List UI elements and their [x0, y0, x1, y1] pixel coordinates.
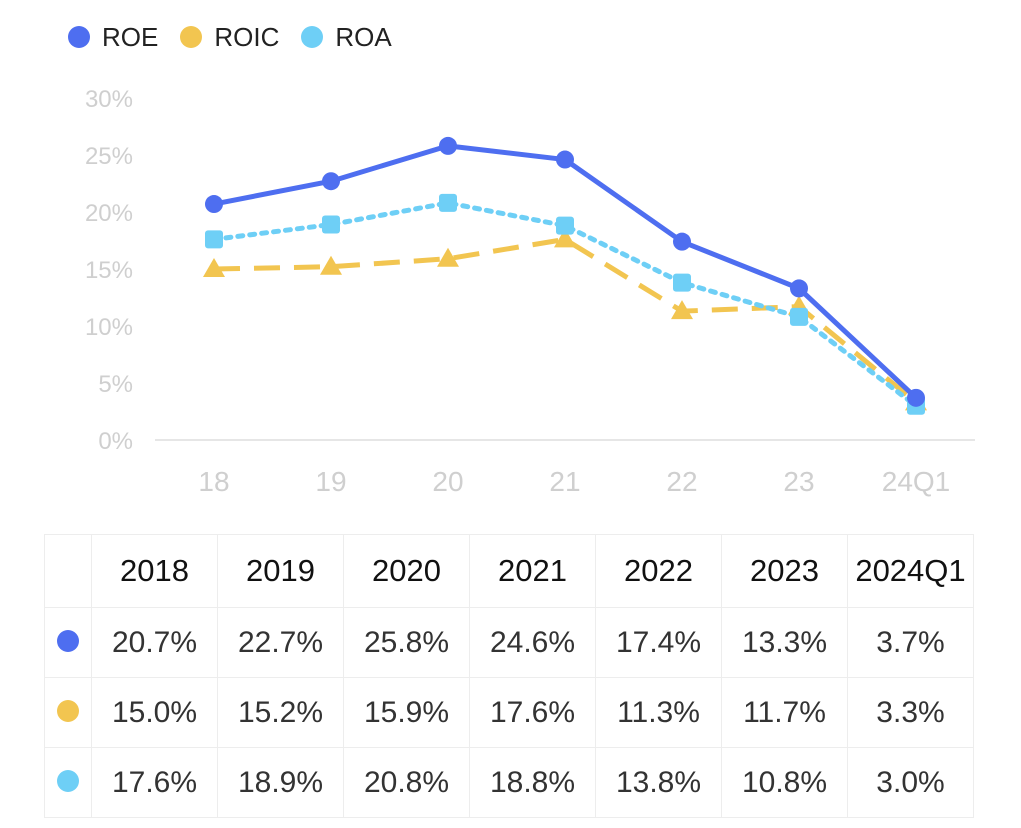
- table-cell: 13.3%: [721, 607, 848, 678]
- table-cell: 11.3%: [595, 677, 722, 748]
- row-dot-roe: [57, 629, 79, 652]
- x-tick-label: 23: [783, 466, 814, 497]
- table-row-roa: 17.6% 18.9% 20.8% 18.8% 13.8% 10.8% 3.0%: [44, 747, 974, 818]
- table-cell: 17.4%: [595, 607, 722, 678]
- point-roa: [205, 230, 223, 249]
- point-roe: [439, 136, 457, 155]
- table-cell: 24.6%: [469, 607, 596, 678]
- table-cell: 20.8%: [343, 747, 470, 818]
- point-roic: [320, 255, 342, 275]
- y-tick-label: 5%: [98, 371, 133, 398]
- row-dot-roic: [57, 699, 79, 722]
- legend-dot-roic: [180, 26, 203, 48]
- table-header-row: 2018 2019 2020 2021 2022 2023 2024Q1: [44, 534, 974, 608]
- y-tick-label: 10%: [85, 314, 133, 341]
- x-tick-label: 22: [666, 466, 697, 497]
- table-cell: 15.2%: [217, 677, 344, 748]
- table-row-roe: 20.7% 22.7% 25.8% 24.6% 17.4% 13.3% 3.7%: [44, 607, 974, 678]
- row-marker: [44, 747, 92, 818]
- table-header-cell: 2023: [721, 534, 848, 608]
- point-roic: [437, 247, 459, 267]
- point-roa: [790, 307, 808, 326]
- table-cell: 25.8%: [343, 607, 470, 678]
- line-chart: 0% 5% 10% 15% 20% 25% 30% 18 19 20 21 22 23 24Q1: [85, 86, 975, 497]
- table-cell: 20.7%: [91, 607, 218, 678]
- table-cell: 3.7%: [847, 607, 974, 678]
- table-cell: 3.3%: [847, 677, 974, 748]
- table-cell: 15.9%: [343, 677, 470, 748]
- data-table: 2018 2019 2020 2021 2022 2023 2024Q1 20.…: [44, 534, 974, 818]
- y-tick-label: 0%: [98, 428, 133, 455]
- legend-dot-roe: [68, 26, 90, 48]
- point-roa: [322, 215, 340, 234]
- row-marker: [44, 677, 92, 748]
- table-cell: 17.6%: [91, 747, 218, 818]
- point-roe: [205, 195, 223, 214]
- table-cell: 10.8%: [721, 747, 848, 818]
- legend-label-roa: ROA: [335, 21, 392, 52]
- point-roic: [554, 228, 576, 248]
- point-roe: [322, 172, 340, 191]
- series-line-roic: [213, 236, 918, 405]
- legend: ROE ROIC ROA: [68, 20, 414, 54]
- y-tick-label: 20%: [85, 200, 133, 227]
- point-roic: [203, 258, 225, 277]
- table-header-cell: 2019: [217, 534, 344, 608]
- table-cell: 22.7%: [217, 607, 344, 678]
- table-cell: 17.6%: [469, 677, 596, 748]
- table-cell: 18.9%: [217, 747, 344, 818]
- table-cell: 3.0%: [847, 747, 974, 818]
- point-roe: [673, 232, 691, 251]
- point-roe: [790, 279, 808, 298]
- x-tick-label: 19: [315, 466, 346, 497]
- table-header-cell: 2022: [595, 534, 722, 608]
- x-tick-label: 21: [549, 466, 580, 497]
- y-tick-label: 15%: [85, 257, 133, 284]
- series-line-roe: [213, 143, 918, 400]
- table-corner: [44, 534, 92, 608]
- table-cell: 11.7%: [721, 677, 848, 748]
- legend-item-roa[interactable]: ROA: [301, 20, 392, 54]
- table-header-cell: 2020: [343, 534, 470, 608]
- table-row-roic: 15.0% 15.2% 15.9% 17.6% 11.3% 11.7% 3.3%: [44, 677, 974, 748]
- table-cell: 15.0%: [91, 677, 218, 748]
- point-roe: [907, 388, 925, 407]
- x-tick-label: 18: [198, 466, 229, 497]
- legend-item-roic[interactable]: ROIC: [180, 20, 279, 54]
- legend-item-roe[interactable]: ROE: [68, 20, 158, 54]
- legend-label-roic: ROIC: [214, 21, 280, 52]
- row-marker: [44, 607, 92, 678]
- x-tick-label: 20: [432, 466, 463, 497]
- x-tick-label: 24Q1: [882, 466, 951, 497]
- table-header-cell: 2024Q1: [847, 534, 974, 608]
- point-roe: [556, 150, 574, 169]
- table-cell: 18.8%: [469, 747, 596, 818]
- y-tick-label: 30%: [85, 86, 133, 113]
- y-tick-label: 25%: [85, 143, 133, 170]
- point-roic: [671, 300, 693, 320]
- legend-dot-roa: [301, 26, 324, 48]
- legend-label-roe: ROE: [102, 21, 159, 52]
- point-roa: [439, 193, 457, 212]
- table-header-cell: 2021: [469, 534, 596, 608]
- row-dot-roa: [57, 769, 79, 792]
- table-cell: 13.8%: [595, 747, 722, 818]
- table-header-cell: 2018: [91, 534, 218, 608]
- point-roa: [556, 216, 574, 235]
- point-roa: [673, 273, 691, 292]
